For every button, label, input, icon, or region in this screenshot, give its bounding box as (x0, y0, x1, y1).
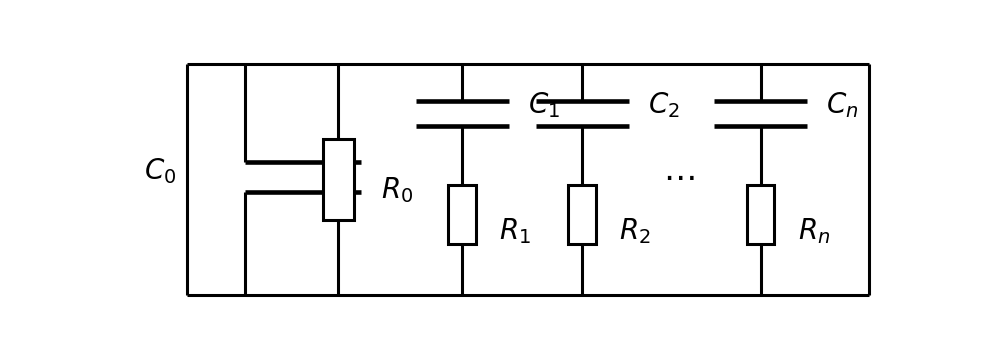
Text: $R_2$: $R_2$ (619, 216, 651, 246)
Text: $R_n$: $R_n$ (798, 216, 830, 246)
Text: $R_1$: $R_1$ (499, 216, 531, 246)
Text: $C_n$: $C_n$ (826, 90, 859, 120)
Bar (568, 185, 596, 244)
Text: $C_1$: $C_1$ (528, 90, 560, 120)
Text: $C_0$: $C_0$ (144, 156, 176, 186)
Text: $\cdots$: $\cdots$ (663, 161, 695, 193)
Text: $C_2$: $C_2$ (648, 90, 680, 120)
Bar (448, 185, 476, 244)
Text: $R_0$: $R_0$ (381, 175, 413, 205)
Bar (323, 139, 354, 220)
Bar (747, 185, 774, 244)
